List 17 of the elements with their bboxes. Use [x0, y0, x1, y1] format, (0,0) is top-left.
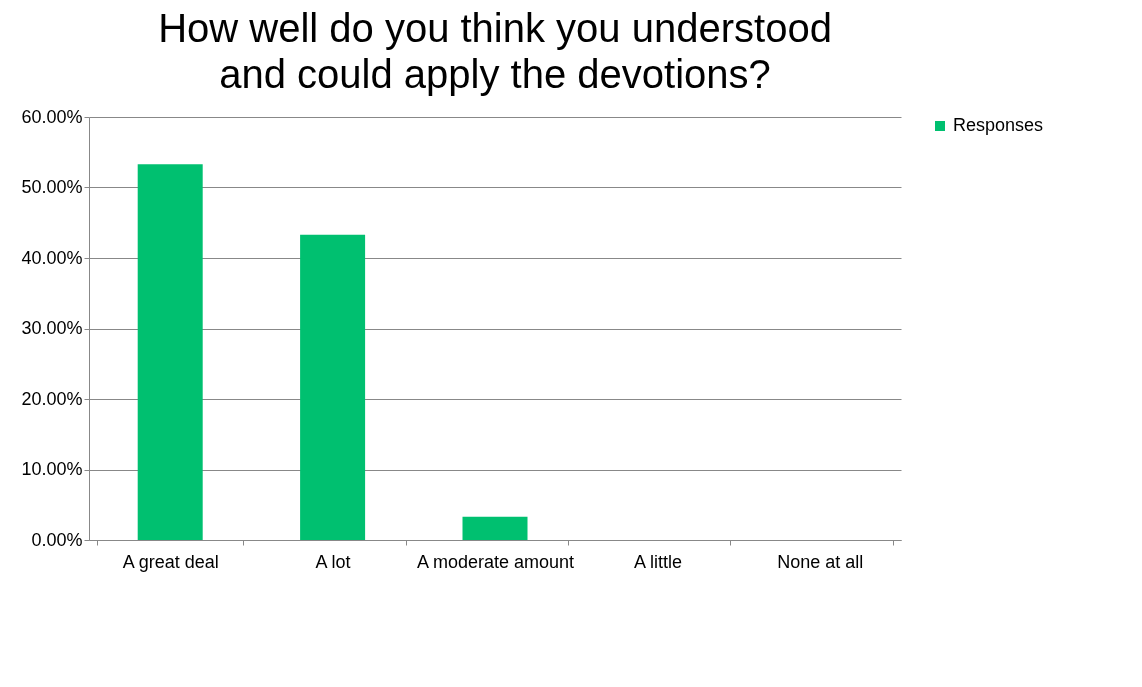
bar	[462, 516, 528, 540]
y-tick-label: 30.00%	[21, 318, 83, 338]
x-tick-label: A lot	[315, 551, 351, 572]
bar	[137, 164, 203, 540]
bar	[300, 234, 366, 540]
y-tick-label: 60.00%	[21, 106, 83, 127]
y-tick-label: 50.00%	[21, 177, 83, 197]
y-tick-label: 20.00%	[21, 388, 83, 409]
x-tick-label: None at all	[777, 551, 864, 572]
x-tick-label: A little	[633, 551, 682, 572]
legend-label: Responses	[953, 115, 1044, 135]
y-tick-label: 40.00%	[21, 247, 83, 268]
x-tick-label: A great deal	[122, 551, 219, 572]
chart-title: How well do you think you understood and could apply the devotions?	[158, 6, 832, 96]
x-tick-label: A moderate amount	[416, 551, 575, 572]
y-tick-label: 0.00%	[31, 529, 83, 550]
y-tick-label: 10.00%	[21, 459, 83, 479]
